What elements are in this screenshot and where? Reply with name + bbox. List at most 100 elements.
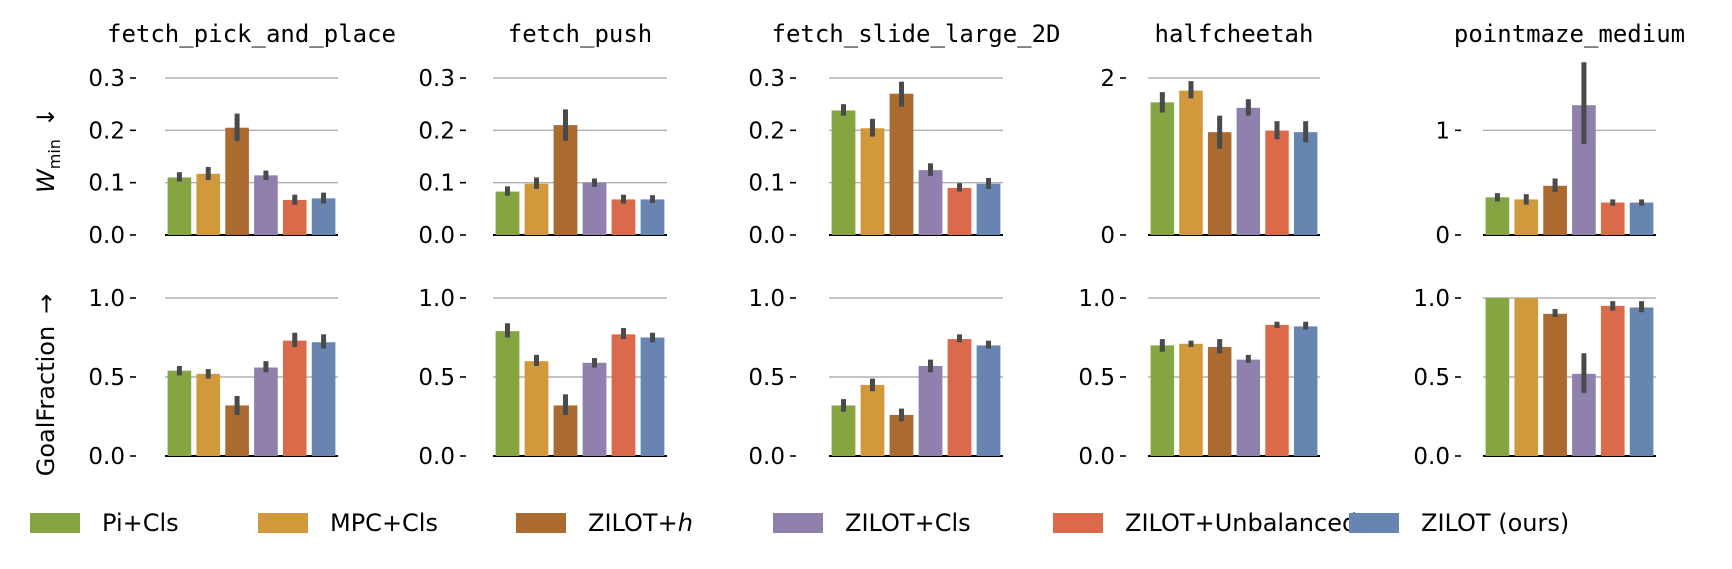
legend-label: ZILOT+Unbalanced bbox=[1125, 509, 1357, 537]
bar-mpc-cls bbox=[196, 173, 221, 235]
y-tick-label: 0.5 bbox=[1413, 365, 1450, 391]
bar-pi-cls bbox=[1150, 102, 1175, 236]
y-tick-label: 0.5 bbox=[748, 365, 785, 391]
y-tick-label: 0.3 bbox=[418, 66, 455, 92]
legend-item-zilot-ours-: ZILOT (ours) bbox=[1349, 509, 1569, 537]
bar-zilot-h bbox=[889, 414, 914, 456]
bar-mpc-cls bbox=[860, 128, 885, 235]
bar-zilot-cls bbox=[254, 175, 278, 235]
chart-title: fetch_slide_large_2D bbox=[772, 20, 1061, 48]
bar-pi-cls bbox=[831, 110, 856, 235]
bar-zilot-h bbox=[1543, 185, 1567, 235]
y-tick-label: 1.0 bbox=[1078, 286, 1115, 312]
bar-pi-cls bbox=[495, 331, 520, 456]
legend-swatch bbox=[1349, 513, 1399, 533]
bar-zilot-ours- bbox=[640, 337, 665, 456]
bar-zilot-ours- bbox=[311, 198, 336, 235]
bar-zilot-h bbox=[225, 405, 249, 456]
legend-label: ZILOT (ours) bbox=[1421, 509, 1569, 537]
legend-item-zilot-h: ZILOT+h bbox=[516, 509, 693, 537]
legend-label-text: ZILOT+ bbox=[588, 509, 678, 537]
legend-label-text: ZILOT+Cls bbox=[845, 509, 971, 537]
chart-panel-1: 0.0 0.1 0.2 0.3 fetch_push bbox=[418, 20, 667, 249]
bar-pi-cls bbox=[1485, 197, 1510, 235]
legend-label: ZILOT+h bbox=[588, 509, 693, 537]
legend-item-pi-cls: Pi+Cls bbox=[30, 509, 179, 537]
bar-zilot-cls bbox=[918, 170, 943, 235]
legend-swatch bbox=[516, 513, 566, 533]
y-tick-label: 0.0 bbox=[418, 223, 455, 249]
y-tick-label: 0.5 bbox=[1078, 365, 1115, 391]
chart-panel-6: 0.0 0.5 1.0 bbox=[418, 286, 667, 470]
row-label-wmin: Wmin ↓ bbox=[32, 107, 64, 193]
bar-zilot-ours- bbox=[1293, 326, 1318, 456]
chart-panel-3: 0 2 halfcheetah bbox=[1100, 20, 1320, 249]
bar-pi-cls bbox=[1150, 345, 1175, 456]
chart-panel-2: 0.0 0.1 0.2 0.3 fetch_slide_large_2D bbox=[748, 20, 1060, 249]
bar-zilot-unbalanced bbox=[1265, 324, 1289, 456]
bar-zilot-h bbox=[889, 93, 914, 235]
y-tick-label: 0 bbox=[1100, 223, 1115, 249]
y-tick-label: 0.3 bbox=[748, 66, 785, 92]
bar-zilot-cls bbox=[1572, 373, 1596, 456]
bar-zilot-h bbox=[1543, 313, 1567, 456]
chart-title: halfcheetah bbox=[1155, 20, 1314, 48]
bar-zilot-h bbox=[225, 127, 249, 235]
y-tick-label: 0.2 bbox=[418, 118, 455, 144]
wmin-label-sub: min bbox=[45, 139, 64, 169]
y-tick-label: 0.5 bbox=[418, 365, 455, 391]
y-tick-label: 1.0 bbox=[88, 286, 125, 312]
bar-pi-cls bbox=[167, 370, 192, 456]
bar-zilot-ours- bbox=[1629, 307, 1654, 456]
wmin-label-arrow: ↓ bbox=[32, 107, 60, 127]
svg-text:Wmin↓: Wmin ↓ bbox=[32, 107, 64, 193]
bar-zilot-cls bbox=[254, 367, 278, 456]
bar-zilot-h bbox=[1207, 346, 1232, 456]
bar-zilot-cls bbox=[582, 362, 607, 456]
y-tick-label: 0.1 bbox=[88, 171, 125, 197]
y-tick-label: 1.0 bbox=[418, 286, 455, 312]
legend-label-text: Pi+Cls bbox=[102, 509, 179, 537]
y-tick-label: 0.0 bbox=[1413, 444, 1450, 470]
bar-mpc-cls bbox=[1514, 298, 1539, 456]
bar-mpc-cls bbox=[196, 373, 221, 456]
chart-title: fetch_pick_and_place bbox=[107, 20, 396, 48]
y-tick-label: 0.2 bbox=[748, 118, 785, 144]
bar-zilot-unbalanced bbox=[1265, 130, 1289, 235]
y-tick-label: 0.0 bbox=[748, 444, 785, 470]
bar-zilot-unbalanced bbox=[282, 199, 307, 235]
y-tick-label: 2 bbox=[1100, 66, 1115, 92]
chart-panel-8: 0.0 0.5 1.0 bbox=[1078, 286, 1320, 470]
y-tick-label: 0.3 bbox=[88, 66, 125, 92]
chart-panel-4: 0 1 pointmaze_medium bbox=[1435, 20, 1685, 249]
chart-panel-9: 0.0 0.5 1.0 bbox=[1413, 286, 1656, 470]
wmin-label-main: W bbox=[32, 168, 60, 193]
chart-title: pointmaze_medium bbox=[1454, 20, 1685, 48]
y-tick-label: 0.5 bbox=[88, 365, 125, 391]
bar-zilot-unbalanced bbox=[282, 340, 307, 456]
legend-swatch bbox=[30, 513, 80, 533]
bar-zilot-unbalanced bbox=[1600, 305, 1625, 456]
y-tick-label: 1 bbox=[1435, 118, 1450, 144]
bar-zilot-ours- bbox=[1293, 132, 1318, 235]
y-tick-label: 0.0 bbox=[418, 444, 455, 470]
legend-item-zilot-unbalanced: ZILOT+Unbalanced bbox=[1053, 509, 1357, 537]
bar-mpc-cls bbox=[1179, 90, 1203, 235]
bar-mpc-cls bbox=[860, 384, 885, 456]
bar-mpc-cls bbox=[1179, 343, 1203, 456]
y-tick-label: 0.2 bbox=[88, 118, 125, 144]
y-tick-label: 0.1 bbox=[748, 171, 785, 197]
bar-zilot-unbalanced bbox=[947, 187, 972, 235]
legend-label-text: ZILOT+Unbalanced bbox=[1125, 509, 1357, 537]
chart-panel-7: 0.0 0.5 1.0 bbox=[748, 286, 1003, 470]
bar-zilot-cls bbox=[1236, 359, 1261, 456]
legend-label: ZILOT+Cls bbox=[845, 509, 971, 537]
legend-label: Pi+Cls bbox=[102, 509, 179, 537]
bar-pi-cls bbox=[831, 405, 856, 456]
chart-panel-5: 0.0 0.5 1.0 bbox=[88, 286, 338, 470]
bar-zilot-cls bbox=[1236, 107, 1261, 235]
bar-zilot-unbalanced bbox=[1600, 202, 1625, 235]
bar-zilot-cls bbox=[1572, 105, 1596, 235]
legend-label-text: MPC+Cls bbox=[330, 509, 438, 537]
